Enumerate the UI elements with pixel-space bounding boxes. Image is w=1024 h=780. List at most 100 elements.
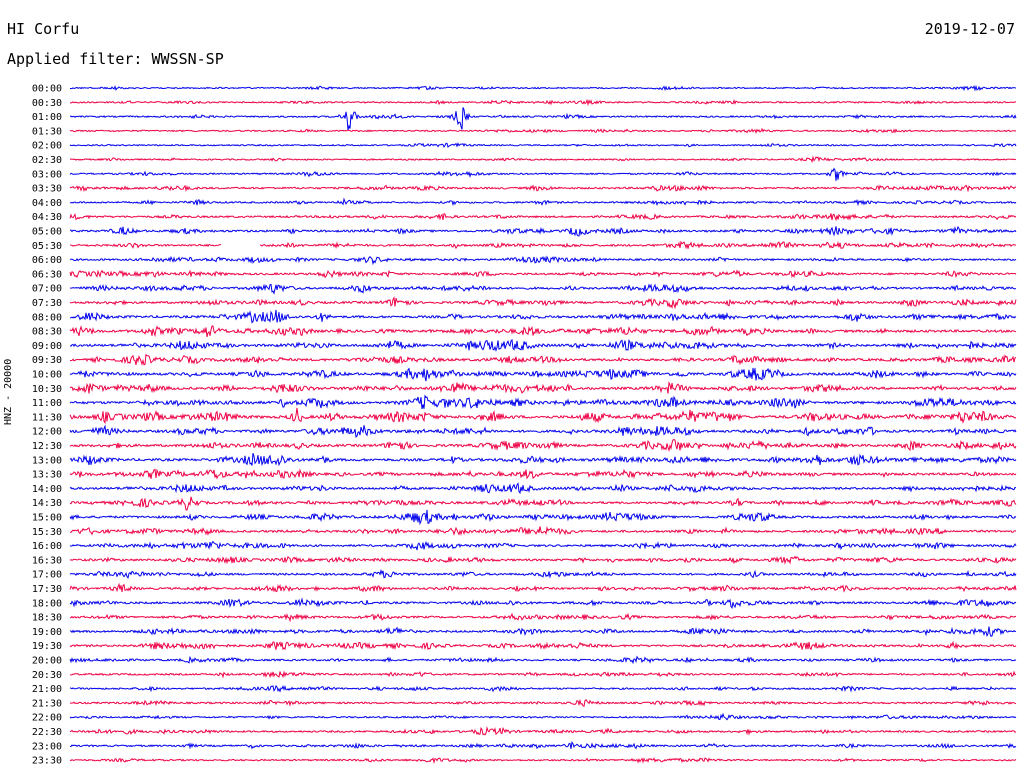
time-tick-label: 18:00	[32, 598, 62, 609]
seismic-trace-line	[69, 296, 1017, 310]
time-tick-label: 15:00	[32, 513, 62, 524]
seismic-trace-line	[69, 325, 1017, 338]
time-tick-label: 08:30	[32, 327, 62, 338]
seismic-trace-line	[69, 98, 1017, 107]
time-tick-label: 00:00	[32, 84, 62, 95]
time-tick-label: 10:00	[32, 370, 62, 381]
time-tick-label: 00:30	[32, 98, 62, 109]
time-tick-label: 14:30	[32, 498, 62, 509]
time-tick-label: 16:00	[32, 541, 62, 552]
filter-label: Applied filter: WWSSN-SP	[7, 50, 224, 68]
seismic-trace-line	[69, 453, 1017, 467]
seismic-trace-line	[69, 407, 1017, 425]
time-tick-label: 13:00	[32, 455, 62, 466]
seismic-trace-line	[69, 698, 1017, 708]
seismic-trace-line	[69, 240, 1017, 250]
seismic-trace-line	[69, 353, 1017, 366]
seismic-trace-line	[69, 509, 1017, 526]
seismic-trace-line	[69, 655, 1017, 665]
time-tick-label: 11:00	[32, 398, 62, 409]
seismic-trace-line	[69, 640, 1017, 651]
time-tick-label: 22:00	[32, 713, 62, 724]
time-tick-label: 21:00	[32, 684, 62, 695]
time-tick-label: 03:30	[32, 184, 62, 195]
seismic-trace-line	[69, 367, 1017, 382]
seismic-trace-line	[69, 496, 1017, 511]
time-tick-label: 06:30	[32, 269, 62, 280]
seismic-trace-line	[69, 269, 1017, 279]
time-tick-label: 19:30	[32, 641, 62, 652]
time-tick-label: 09:30	[32, 355, 62, 366]
seismic-trace-line	[69, 670, 1017, 679]
seismic-trace-line	[69, 197, 1017, 207]
seismic-trace-line	[69, 424, 1017, 438]
time-tick-label: 08:00	[32, 312, 62, 323]
time-tick-label: 10:30	[32, 384, 62, 395]
time-tick-label: 05:00	[32, 227, 62, 238]
seismic-trace-line	[69, 225, 1017, 237]
time-tick-label: 13:30	[32, 470, 62, 481]
seismic-trace-line	[69, 184, 1016, 193]
seismic-trace-line	[69, 167, 1017, 181]
date-label: 2019-12-07	[924, 20, 1015, 38]
seismic-trace-line	[70, 525, 1017, 536]
seismic-trace-line	[69, 283, 1016, 295]
time-tick-label: 12:00	[32, 427, 62, 438]
time-tick-label: 23:30	[32, 756, 62, 767]
time-tick-label: 19:00	[32, 627, 62, 638]
time-tick-label: 07:00	[32, 284, 62, 295]
seismic-trace-line	[69, 380, 1017, 394]
time-tick-label: 23:00	[32, 741, 62, 752]
time-tick-label: 20:30	[32, 670, 62, 681]
seismic-trace-line	[69, 155, 1017, 164]
seismic-trace-line	[69, 212, 1017, 222]
seismic-trace-line	[69, 555, 1017, 565]
seismic-trace-line	[69, 309, 1017, 324]
seismic-trace-line	[69, 255, 1017, 266]
seismic-trace-line	[69, 107, 1017, 131]
time-tick-label: 17:00	[32, 570, 62, 581]
seismic-trace-line	[69, 626, 1017, 638]
seismic-trace-line	[69, 712, 1017, 721]
time-tick-label: 11:30	[32, 412, 62, 423]
seismic-trace-line	[69, 142, 1017, 148]
time-tick-label: 09:00	[32, 341, 62, 352]
seismic-trace-line	[69, 725, 1017, 736]
seismic-trace-line	[69, 685, 1017, 693]
time-tick-label: 02:00	[32, 141, 62, 152]
time-tick-label: 16:30	[32, 555, 62, 566]
seismic-trace-line	[69, 394, 1017, 410]
time-tick-label: 04:30	[32, 212, 62, 223]
seismic-trace-line	[69, 582, 1017, 593]
time-tick-label: 14:00	[32, 484, 62, 495]
time-tick-label: 15:30	[32, 527, 62, 538]
seismic-trace-line	[69, 740, 1017, 750]
station-title: HI Corfu	[7, 20, 80, 38]
time-tick-label: 20:00	[32, 656, 62, 667]
seismic-trace-line	[69, 127, 1017, 134]
seismic-trace-line	[69, 540, 1017, 551]
seismic-trace-line	[69, 468, 1017, 480]
time-tick-label: 05:30	[32, 241, 62, 252]
seismic-trace-line	[69, 439, 1017, 452]
time-tick-label: 21:30	[32, 698, 62, 709]
time-tick-label: 03:00	[32, 169, 62, 180]
time-tick-label: 06:00	[32, 255, 62, 266]
seismic-trace-line	[69, 612, 1017, 623]
time-tick-label: 12:30	[32, 441, 62, 452]
time-tick-label: 17:30	[32, 584, 62, 595]
seismic-trace-line	[69, 757, 1017, 765]
time-tick-label: 07:30	[32, 298, 62, 309]
seismic-trace-line	[69, 597, 1017, 610]
seismic-trace-line	[69, 482, 1017, 495]
seismic-trace-line	[70, 84, 1017, 92]
time-tick-label: 18:30	[32, 613, 62, 624]
time-tick-label: 02:30	[32, 155, 62, 166]
time-tick-label: 22:30	[32, 727, 62, 738]
seismic-trace-line	[69, 338, 1017, 353]
seismic-trace-line	[69, 568, 1017, 579]
time-tick-label: 04:00	[32, 198, 62, 209]
time-tick-label: 01:30	[32, 126, 62, 137]
time-tick-label: 01:00	[32, 112, 62, 123]
